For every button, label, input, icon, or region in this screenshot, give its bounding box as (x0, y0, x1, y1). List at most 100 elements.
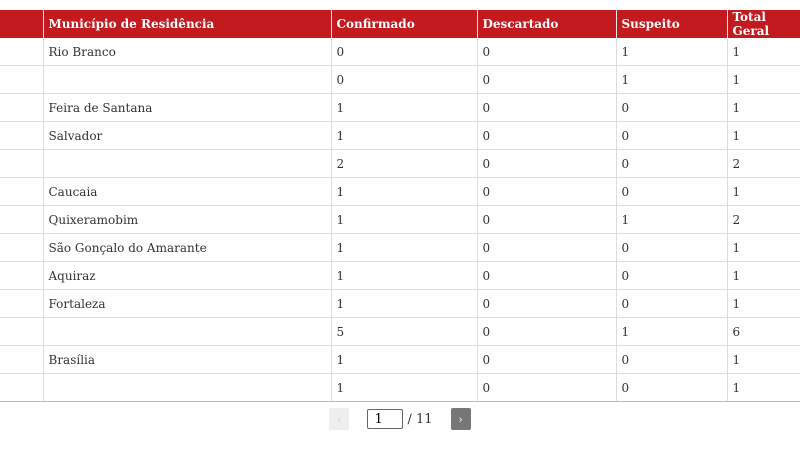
table-cell: 0 (476, 289, 616, 318)
total-pages: / 11 (407, 411, 433, 427)
data-table: Município de Residência Confirmado Descart… (0, 10, 800, 402)
table-cell: 2 (330, 149, 477, 178)
table-cell: 1 (726, 345, 800, 374)
table-cell: São Gonçalo do Amarante (42, 233, 331, 262)
table-cell: 0 (476, 65, 616, 94)
table-cell: 5 (330, 317, 477, 346)
table-cell: 1 (615, 38, 727, 66)
table-cell: 0 (476, 317, 616, 346)
column-header: Suspeito (615, 10, 727, 38)
table-cell: 2 (726, 205, 800, 234)
table-cell (0, 261, 43, 290)
table-cell: 0 (476, 373, 616, 402)
table-cell: Feira de Santana (42, 93, 331, 122)
table-row: São Gonçalo do Amarante 1 0 0 1 (0, 233, 800, 262)
table-cell: 0 (330, 38, 477, 66)
table-cell: 0 (476, 149, 616, 178)
table-cell (0, 205, 43, 234)
table-cell (42, 317, 331, 346)
pagination: ‹ / 11 › (0, 408, 800, 430)
table-cell: 1 (726, 233, 800, 262)
table-cell: 1 (330, 261, 477, 290)
table-cell (0, 121, 43, 150)
table-cell: 0 (476, 261, 616, 290)
table-row: Salvador 1 0 0 1 (0, 121, 800, 150)
table-cell: 1 (615, 205, 727, 234)
table-cell: 0 (615, 261, 727, 290)
table-cell: 0 (476, 177, 616, 206)
table-cell (42, 149, 331, 178)
table-cell (0, 38, 43, 66)
table-cell: 0 (330, 65, 477, 94)
table-cell (0, 373, 43, 402)
page-input[interactable] (367, 409, 404, 429)
table-cell: 1 (330, 233, 477, 262)
table-cell (0, 177, 43, 206)
table-cell (42, 373, 331, 402)
table-cell (0, 345, 43, 374)
table-cell (42, 65, 331, 94)
table-cell: 0 (476, 121, 616, 150)
table-row: Fortaleza 1 0 0 1 (0, 289, 800, 318)
prev-page-button[interactable]: ‹ (329, 408, 350, 430)
table-cell: 2 (726, 149, 800, 178)
table-cell: 0 (476, 233, 616, 262)
table-row: Caucaia 1 0 0 1 (0, 177, 800, 206)
table-cell: Fortaleza (42, 289, 331, 318)
table-cell (0, 317, 43, 346)
table-cell: 0 (615, 93, 727, 122)
table-cell: Quixeramobim (42, 205, 331, 234)
table-cell: 6 (726, 317, 800, 346)
table-cell: 0 (476, 38, 616, 66)
table-cell: 1 (726, 373, 800, 402)
table-cell: 1 (615, 317, 727, 346)
table-cell: Aquiraz (42, 261, 331, 290)
table-cell (0, 233, 43, 262)
table-cell: 1 (726, 261, 800, 290)
table-cell: Caucaia (42, 177, 331, 206)
table-cell: 1 (726, 38, 800, 66)
table-cell: 1 (726, 289, 800, 318)
table-cell: 1 (726, 177, 800, 206)
table-cell (0, 65, 43, 94)
table-cell: 0 (476, 345, 616, 374)
column-header: Confirmado (330, 10, 477, 38)
table-cell: 1 (330, 289, 477, 318)
column-header: Município de Residência (42, 10, 331, 38)
table-cell: 1 (726, 93, 800, 122)
table-cell: 0 (615, 345, 727, 374)
table-cell (0, 149, 43, 178)
table-cell: 1 (726, 121, 800, 150)
table-cell: Rio Branco (42, 38, 331, 66)
table-cell: 0 (615, 289, 727, 318)
table-cell: Salvador (42, 121, 331, 150)
table-cell: 1 (330, 121, 477, 150)
table-cell: 0 (615, 177, 727, 206)
table-cell: 1 (615, 65, 727, 94)
next-page-button[interactable]: › (450, 408, 471, 430)
table-cell (0, 289, 43, 318)
table-cell: 1 (726, 65, 800, 94)
table-cell: 0 (615, 233, 727, 262)
column-header: Total Geral (726, 10, 800, 38)
table-row: Quixeramobim 1 0 1 2 (0, 205, 800, 234)
table-row: Aquiraz 1 0 0 1 (0, 261, 800, 290)
column-header (0, 10, 43, 38)
table-cell: Brasília (42, 345, 331, 374)
table-cell: 0 (615, 121, 727, 150)
table-row: Rio Branco 0 0 1 1 (0, 38, 800, 66)
table-cell: 0 (615, 373, 727, 402)
table-cell: 0 (476, 93, 616, 122)
table-row: Feira de Santana 1 0 0 1 (0, 93, 800, 122)
table-cell (0, 93, 43, 122)
header-row: Município de Residência Confirmado Descart… (0, 10, 800, 38)
table-cell: 0 (615, 149, 727, 178)
table-row: Brasília 1 0 0 1 (0, 345, 800, 374)
column-header: Descartado (476, 10, 616, 38)
table-cell: 1 (330, 177, 477, 206)
table-cell: 0 (476, 205, 616, 234)
table-cell: 1 (330, 345, 477, 374)
table-cell: 1 (330, 373, 477, 402)
